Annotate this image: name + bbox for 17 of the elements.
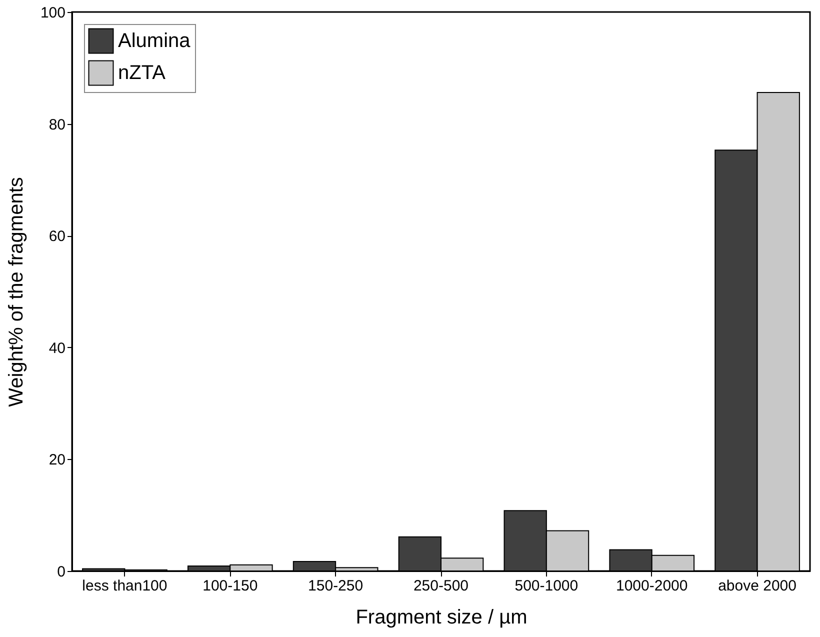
x-tick-label: 500-1000 <box>514 578 578 594</box>
legend-label: Alumina <box>118 30 192 52</box>
x-tick-label: 100-150 <box>202 578 258 594</box>
x-tick-label: less than100 <box>82 578 168 594</box>
x-tick-label: 150-250 <box>308 578 364 594</box>
x-tick-label: 250-500 <box>413 578 469 594</box>
y-tick-label: 40 <box>48 340 66 357</box>
y-tick-label: 100 <box>40 4 66 22</box>
x-axis-title: Fragment size / µm <box>356 606 528 628</box>
y-tick-label: 0 <box>57 564 66 580</box>
legend-label: nZTA <box>118 62 166 84</box>
y-axis-title: Weight% of the fragments <box>5 177 28 407</box>
x-tick-label: above 2000 <box>718 578 796 594</box>
x-tick-label: 1000-2000 <box>616 578 688 594</box>
y-tick-label: 60 <box>48 228 66 246</box>
y-tick-label: 20 <box>48 452 66 469</box>
y-tick-label: 80 <box>48 116 66 134</box>
